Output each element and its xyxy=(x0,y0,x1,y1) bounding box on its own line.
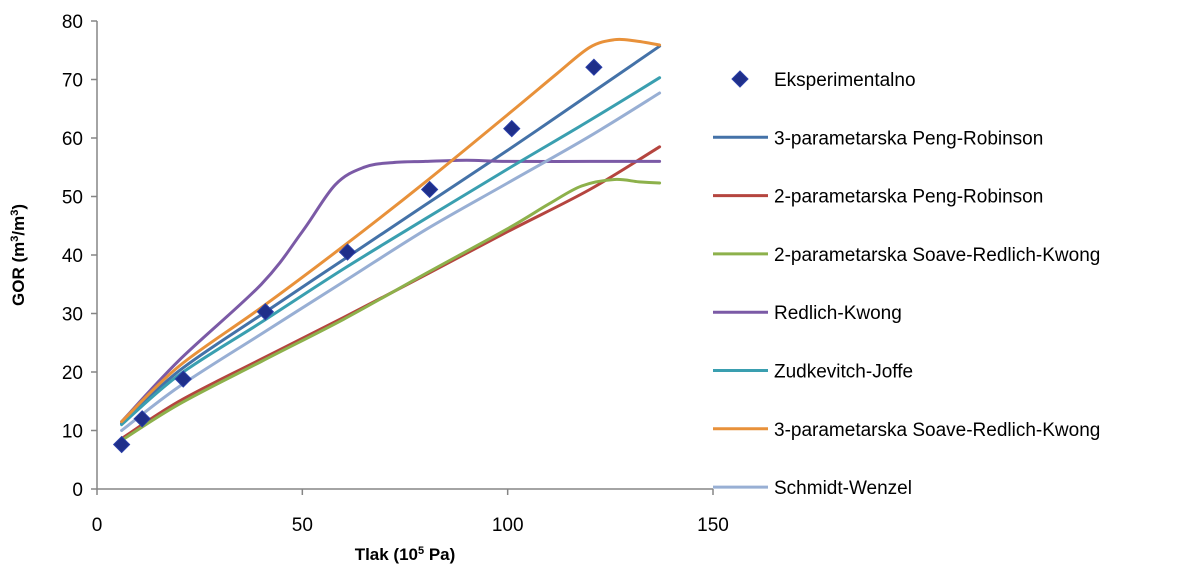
data-point-eksperimentalno xyxy=(338,243,357,261)
series-line-3-parametarska-soave-redlich-kwong xyxy=(120,37,662,424)
series-line-2-parametarska-soave-redlich-kwong xyxy=(120,177,662,442)
y-tick-label: 80 xyxy=(62,12,83,33)
legend: Eksperimentalno 3-parametarska Peng-Robin… xyxy=(713,70,1100,499)
y-tick-label: 60 xyxy=(62,129,83,150)
data-point-eksperimentalno xyxy=(112,435,131,454)
series-layer xyxy=(112,37,662,454)
data-point-eksperimentalno xyxy=(133,410,151,428)
legend-label: Eksperimentalno xyxy=(774,70,916,91)
y-tick-label: 0 xyxy=(72,480,83,501)
legend-item-zudkevitch-joffe: Zudkevitch-Joffe xyxy=(713,362,913,383)
legend-label: 3-parametarska Peng-Robinson xyxy=(774,128,1043,149)
x-axis-title: Tlak (105 Pa) xyxy=(355,545,456,564)
series-line-redlich-kwong xyxy=(120,158,662,424)
series-line-3-parametarska-peng-robinson xyxy=(120,44,662,425)
y-axis-title: GOR (m3/m3) xyxy=(9,204,28,306)
x-tick-label: 150 xyxy=(697,515,729,536)
y-tick-label: 10 xyxy=(62,422,83,443)
legend-item-3-parametarska-soave-redlich-kwong: 3-parametarska Soave-Redlich-Kwong xyxy=(713,420,1100,441)
series-line-zudkevitch-joffe xyxy=(120,76,662,427)
data-point-eksperimentalno xyxy=(503,119,521,138)
legend-item-schmidt-wenzel: Schmidt-Wenzel xyxy=(713,478,912,499)
legend-marker xyxy=(731,70,749,88)
data-point-eksperimentalno xyxy=(174,370,192,388)
x-tick-label: 100 xyxy=(492,515,524,536)
y-ticks: 0 10 20 30 40 50 60 70 80 xyxy=(62,12,97,501)
y-tick-label: 50 xyxy=(62,188,83,209)
data-point-eksperimentalno xyxy=(585,58,603,76)
y-tick-label: 70 xyxy=(62,71,83,92)
series-line-schmidt-wenzel xyxy=(120,91,662,432)
legend-item-2-parametarska-soave-redlich-kwong: 2-parametarska Soave-Redlich-Kwong xyxy=(713,245,1100,266)
legend-item-2-parametarska-peng-robinson: 2-parametarska Peng-Robinson xyxy=(713,187,1043,208)
legend-label: 2-parametarska Soave-Redlich-Kwong xyxy=(774,245,1100,266)
y-tick-label: 30 xyxy=(62,305,83,326)
axes xyxy=(96,21,713,490)
legend-label: Zudkevitch-Joffe xyxy=(774,362,913,383)
data-point-eksperimentalno xyxy=(420,180,439,199)
legend-label: Redlich-Kwong xyxy=(774,303,902,324)
legend-label: 3-parametarska Soave-Redlich-Kwong xyxy=(774,420,1100,441)
data-point-eksperimentalno xyxy=(256,303,275,321)
legend-label: 2-parametarska Peng-Robinson xyxy=(774,187,1043,208)
x-tick-label: 50 xyxy=(292,515,313,536)
y-tick-label: 40 xyxy=(62,246,83,267)
x-ticks: 0 50 100 150 xyxy=(92,489,729,536)
x-tick-label: 0 xyxy=(92,515,103,536)
legend-label: Schmidt-Wenzel xyxy=(774,478,912,499)
y-tick-label: 20 xyxy=(62,363,83,384)
legend-item-redlich-kwong: Redlich-Kwong xyxy=(713,303,902,324)
legend-item-3-parametarska-peng-robinson: 3-parametarska Peng-Robinson xyxy=(713,128,1043,149)
legend-item-eksperimentalno: Eksperimentalno xyxy=(731,70,916,91)
